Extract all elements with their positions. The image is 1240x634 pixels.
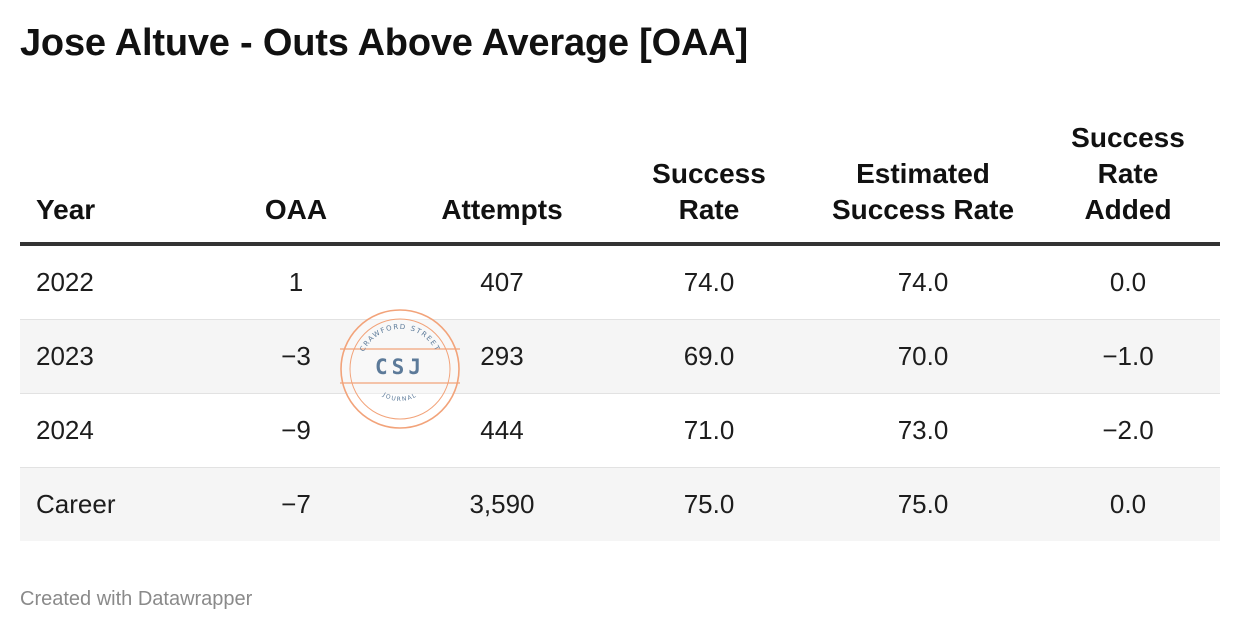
cell-oaa: −9 bbox=[196, 393, 396, 468]
cell-oaa: 1 bbox=[196, 244, 396, 320]
cell-estimated-success-rate: 74.0 bbox=[810, 244, 1036, 320]
cell-success-rate-added: −1.0 bbox=[1036, 319, 1220, 394]
table-row: 2022 1 407 74.0 74.0 0.0 bbox=[20, 244, 1220, 320]
column-header-success-rate-added: Success Rate Added bbox=[1036, 120, 1220, 246]
column-header-estimated-success-rate: Estimated Success Rate bbox=[810, 120, 1036, 246]
cell-success-rate-added: 0.0 bbox=[1036, 244, 1220, 320]
cell-oaa: −3 bbox=[196, 319, 396, 394]
cell-success-rate: 69.0 bbox=[608, 319, 810, 394]
table-header-row: Year OAA Attempts Success Rate Estimated… bbox=[20, 120, 1220, 246]
watermark-center-text: CSJ bbox=[375, 355, 425, 379]
cell-estimated-success-rate: 73.0 bbox=[810, 393, 1036, 468]
watermark-outer-ring bbox=[340, 309, 460, 429]
cell-attempts: 407 bbox=[396, 244, 608, 320]
cell-year: Career bbox=[20, 467, 196, 541]
column-header-attempts: Attempts bbox=[396, 120, 608, 246]
cell-year: 2024 bbox=[20, 393, 196, 468]
cell-success-rate: 71.0 bbox=[608, 393, 810, 468]
cell-success-rate: 75.0 bbox=[608, 467, 810, 541]
column-header-oaa: OAA bbox=[196, 120, 396, 246]
cell-year: 2023 bbox=[20, 319, 196, 394]
cell-success-rate-added: −2.0 bbox=[1036, 393, 1220, 468]
column-header-year: Year bbox=[20, 120, 196, 246]
column-header-success-rate: Success Rate bbox=[608, 120, 810, 246]
cell-estimated-success-rate: 75.0 bbox=[810, 467, 1036, 541]
table-row: 2023 −3 293 69.0 70.0 −1.0 bbox=[20, 319, 1220, 394]
watermark-bottom-text: JOURNAL bbox=[381, 391, 419, 403]
cell-success-rate: 74.0 bbox=[608, 244, 810, 320]
cell-success-rate-added: 0.0 bbox=[1036, 467, 1220, 541]
cell-attempts: 293 bbox=[396, 319, 608, 394]
oaa-table: Year OAA Attempts Success Rate Estimated… bbox=[20, 120, 1220, 541]
cell-attempts: 3,590 bbox=[396, 467, 608, 541]
table-row: Career −7 3,590 75.0 75.0 0.0 bbox=[20, 467, 1220, 541]
cell-year: 2022 bbox=[20, 244, 196, 320]
footer-credit: Created with Datawrapper bbox=[20, 588, 253, 610]
watermark-inner-ring bbox=[349, 318, 451, 420]
watermark-stamp: CRAWFORD STREET CSJ JOURNAL bbox=[340, 309, 460, 429]
cell-attempts: 444 bbox=[396, 393, 608, 468]
chart-title: Jose Altuve - Outs Above Average [OAA] bbox=[20, 22, 748, 64]
cell-oaa: −7 bbox=[196, 467, 396, 541]
cell-estimated-success-rate: 70.0 bbox=[810, 319, 1036, 394]
table-row: 2024 −9 444 71.0 73.0 −2.0 bbox=[20, 393, 1220, 468]
